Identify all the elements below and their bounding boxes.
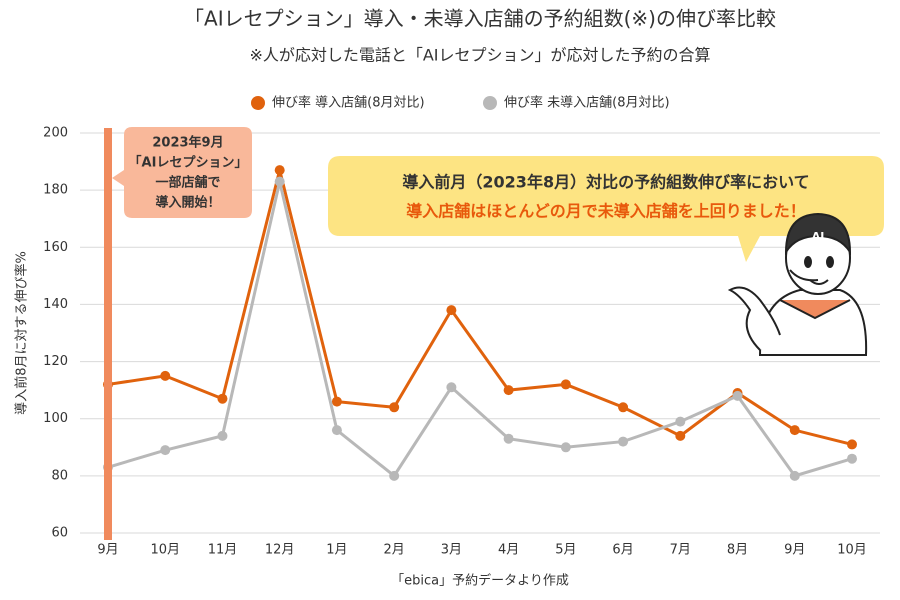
x-tick-label: 10月: [837, 543, 867, 558]
x-tick-label: 8月: [727, 543, 748, 558]
data-point: [446, 305, 457, 316]
x-tick-label: 10月: [150, 543, 180, 558]
data-point: [389, 402, 400, 413]
hair: [784, 212, 852, 256]
scarf: [779, 299, 851, 320]
data-point: [618, 402, 629, 413]
x-tick-label: 9月: [784, 543, 805, 558]
x-tick-label: 3月: [441, 543, 462, 558]
data-point: [618, 436, 629, 447]
y-tick-label: 120: [43, 354, 68, 369]
y-tick-label: 60: [51, 526, 68, 541]
x-tick-label: 5月: [555, 543, 576, 558]
legend-label: 伸び率 導入店舗(8月対比): [272, 95, 425, 111]
launch-box: [112, 127, 252, 218]
launch-text: 2023年9月: [152, 135, 223, 151]
x-tick-label: 1月: [326, 543, 347, 558]
launch-text: 「AIレセプション」: [129, 155, 248, 171]
data-point: [560, 442, 571, 453]
x-tick-label: 12月: [265, 543, 295, 558]
badge-text: AI: [812, 230, 825, 243]
y-tick-label: 160: [43, 240, 68, 255]
launch-text: 導入開始！: [155, 195, 220, 211]
y-tick-label: 180: [43, 183, 68, 198]
data-point: [331, 396, 342, 407]
data-point: [389, 470, 400, 481]
data-point: [274, 165, 285, 176]
legend: 伸び率 導入店舗(8月対比) 伸び率 未導入店舗(8月対比): [251, 95, 670, 111]
data-point: [675, 416, 686, 427]
y-tick-label: 200: [43, 126, 68, 141]
data-point: [503, 433, 514, 444]
callout: 導入前月（2023年8月）対比の予約組数伸び率において 導入店舗はほとんどの月で…: [328, 156, 884, 262]
hand: [727, 286, 781, 351]
y-tick-label: 80: [51, 468, 68, 483]
y-tick-label: 140: [43, 297, 68, 312]
x-tick-label: 9月: [97, 543, 118, 558]
legend-marker: [483, 96, 497, 110]
chart-title: 「AIレセプション」導入・未導入店舗の予約組数(※)の伸び率比較: [184, 7, 776, 31]
data-point: [217, 430, 228, 441]
y-axis-label: 導入前8月に対する伸び率%: [14, 251, 30, 415]
legend-label: 伸び率 未導入店舗(8月対比): [504, 95, 670, 111]
x-tick-label: 6月: [612, 543, 633, 558]
x-tick-label: 11月: [208, 543, 238, 558]
x-tick-label: 7月: [670, 543, 691, 558]
callout-box: [328, 156, 884, 262]
launch-text: 一部店舗で: [155, 175, 220, 191]
y-tick-label: 100: [43, 411, 68, 426]
eye: [826, 256, 834, 268]
x-tick-label: 2月: [384, 543, 405, 558]
series-line: [107, 181, 853, 479]
data-point: [560, 379, 571, 390]
illustration: AI: [727, 212, 868, 356]
data-point: [789, 425, 800, 436]
data-point: [446, 382, 457, 393]
data-point: [503, 385, 514, 396]
data-point: [847, 453, 857, 464]
data-point: [789, 470, 800, 481]
eye: [804, 256, 812, 268]
legend-marker: [251, 96, 265, 110]
data-point: [160, 445, 171, 456]
data-point: [217, 393, 228, 404]
headset-mic: [789, 269, 819, 282]
body: [758, 289, 868, 356]
data-point: [732, 390, 743, 401]
launch-annotation: 2023年9月 「AIレセプション」 一部店舗で 導入開始！: [112, 127, 252, 218]
callout-text: 導入店舗はほとんどの月で未導入店舗を上回りました！: [406, 202, 806, 221]
data-point: [160, 370, 171, 381]
callout-text: 導入前月（2023年8月）対比の予約組数伸び率において: [402, 173, 809, 192]
launch-marker: [104, 128, 112, 540]
x-tick-label: 4月: [498, 543, 519, 558]
data-point: [274, 176, 285, 187]
plot-area: 60 80 100 120 140 160 180 200 9月 10月 11月 12月 1月 2月 3月 4…: [43, 126, 880, 558]
data-point: [847, 439, 857, 450]
chart-subtitle: ※人が応対した電話と「AIレセプション」が応対した予約の合算: [249, 46, 710, 65]
data-point: [675, 430, 686, 441]
source-note: 「ebica」予約データより作成: [391, 573, 569, 589]
data-point: [331, 425, 342, 436]
